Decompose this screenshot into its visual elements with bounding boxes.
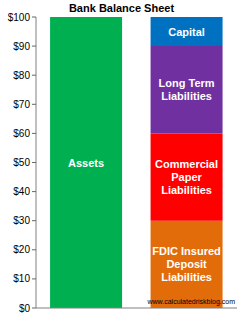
svg-text:$100: $100	[8, 12, 30, 23]
svg-text:Capital: Capital	[168, 26, 205, 38]
html-text:Bank Balance Sheet: Bank Balance Sheet	[68, 2, 175, 14]
svg-text:$90: $90	[13, 41, 30, 52]
svg-text:$40: $40	[13, 186, 30, 197]
html-text:www.calculatedriskblog.com: www.calculatedriskblog.com	[147, 298, 235, 305]
svg-text:Long TermLiabilities: Long TermLiabilities	[159, 77, 215, 102]
svg-text:$70: $70	[13, 99, 30, 110]
svg-text:$50: $50	[13, 157, 30, 168]
svg-text:$60: $60	[13, 128, 30, 139]
svg-text:$30: $30	[13, 215, 30, 226]
svg-text:$20: $20	[13, 244, 30, 255]
svg-text:$10: $10	[13, 273, 30, 284]
svg-text:$0: $0	[19, 303, 31, 314]
svg-text:FDIC InsuredDepositLiabilities: FDIC InsuredDepositLiabilities	[152, 245, 220, 283]
svg-text:$80: $80	[13, 70, 30, 81]
svg-text:Assets: Assets	[68, 157, 104, 169]
svg-text:CommercialPaperLiabilities: CommercialPaperLiabilities	[155, 158, 218, 196]
